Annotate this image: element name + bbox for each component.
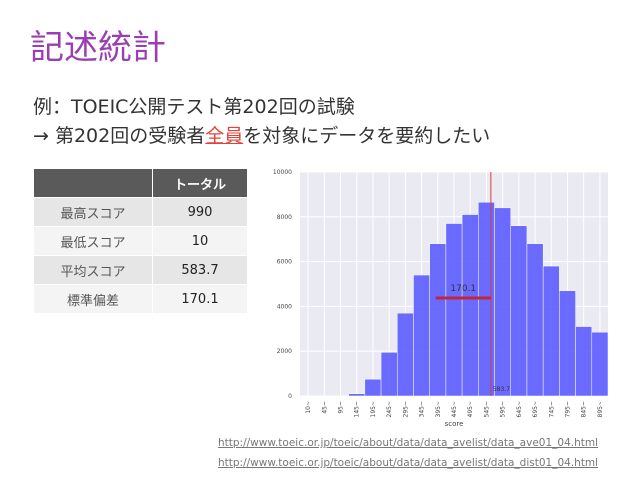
link[interactable]: http://www.toeic.or.jp/toeic/about/data/… (218, 457, 599, 469)
x-tick-label: 495~ (467, 401, 474, 417)
bar (445, 223, 463, 397)
bar (575, 326, 593, 397)
x-tick-label: 10~ (305, 401, 312, 414)
std-label: 170.1 (450, 284, 476, 294)
bar (591, 331, 609, 397)
y-tick-label: 0 (288, 393, 292, 400)
bar (461, 214, 479, 397)
bar (494, 207, 511, 397)
bar (526, 243, 544, 397)
stats-table: トータル 最高スコア 990 最低スコア 10 平均スコア 583.7 標準偏差 170… (33, 168, 248, 314)
x-axis-label: score (445, 420, 464, 428)
cell: 170.1 (152, 284, 248, 314)
cell: 10 (152, 226, 248, 256)
mean-label: 583.7 (493, 386, 510, 393)
x-tick-label: 645~ (516, 401, 523, 417)
x-tick-label: 195~ (370, 401, 377, 417)
bar (380, 352, 398, 397)
bar (364, 378, 382, 397)
y-tick-label: 4000 (277, 303, 292, 310)
x-tick-label: 745~ (548, 401, 555, 417)
x-tick-label: 895~ (597, 401, 604, 417)
x-tick-label: 545~ (483, 401, 490, 417)
slide-title: 記述統計 (30, 28, 166, 68)
x-tick-label: 295~ (402, 401, 409, 417)
row-label: 最低スコア (33, 226, 153, 256)
x-tick-label: 445~ (451, 401, 458, 417)
subtitle-text: → 第202回の受験者 (33, 125, 206, 147)
y-tick-label: 2000 (277, 348, 292, 355)
x-tick-label: 695~ (532, 401, 539, 417)
row-label: 最高スコア (33, 197, 153, 227)
subtitle: → 第202回の受験者全員を対象にデータを要約したい (33, 121, 490, 148)
y-tick-label: 8000 (277, 214, 292, 221)
x-tick-label: 95~ (338, 401, 345, 414)
bar (559, 290, 576, 397)
emphasis: 全員 (205, 125, 244, 147)
bar (510, 225, 528, 397)
subtitle: 例：TOEIC公開テスト第202回の試験 (33, 96, 355, 118)
bar (397, 312, 414, 397)
row-label: 平均スコア (33, 255, 153, 285)
header-cell: トータル (152, 168, 248, 198)
bar (542, 265, 560, 397)
x-tick-label: 145~ (354, 401, 361, 417)
y-tick-label: 10000 (273, 169, 292, 176)
x-tick-label: 45~ (321, 401, 328, 414)
y-tick-label: 6000 (277, 259, 292, 266)
x-tick-label: 345~ (419, 401, 426, 417)
bar (348, 393, 366, 397)
x-tick-label: 845~ (581, 401, 588, 417)
bar (413, 274, 430, 397)
bar (429, 243, 447, 397)
cell: 583.7 (152, 255, 248, 285)
x-tick-label: 795~ (564, 401, 571, 417)
link[interactable]: http://www.toeic.or.jp/toeic/about/data/… (218, 437, 599, 449)
x-tick-label: 395~ (435, 401, 442, 417)
subtitle-text: を対象にデータを要約したい (243, 125, 491, 147)
x-tick-label: 245~ (386, 401, 393, 417)
x-tick-label: 595~ (500, 401, 507, 417)
